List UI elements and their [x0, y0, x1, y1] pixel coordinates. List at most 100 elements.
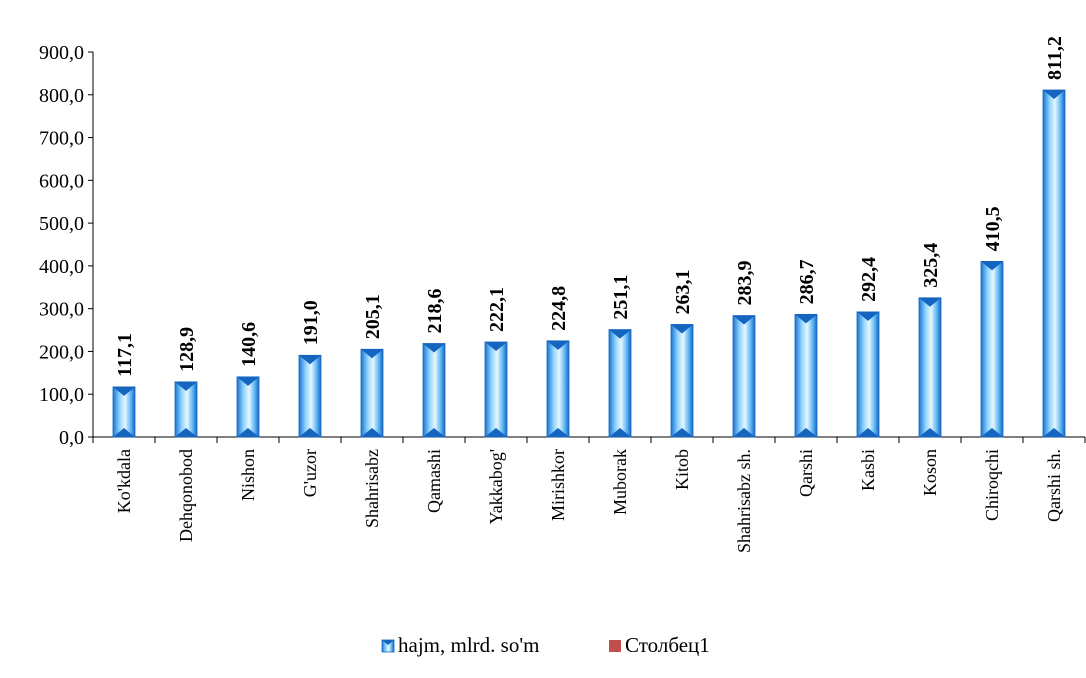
value-label: 283,9	[734, 261, 756, 306]
bar-top-cap	[1043, 89, 1065, 99]
y-tick-label: 200,0	[39, 341, 84, 363]
value-label: 410,5	[982, 206, 1004, 251]
bar-top-cap	[485, 341, 507, 351]
category-label: Muborak	[610, 449, 630, 515]
value-label: 811,2	[1044, 36, 1066, 80]
bar-top-cap	[857, 311, 879, 321]
bar-bottom-cap	[857, 428, 879, 437]
bar-body	[794, 313, 818, 438]
bar-body	[608, 329, 632, 438]
bar-top-cap	[609, 329, 631, 339]
y-tick-label: 700,0	[39, 128, 84, 150]
y-axis-ticks: 0,0 100,0 200,0 300,0 400,0 500,0 600,0 700,0 80…	[39, 42, 93, 449]
category-label: Kitob	[672, 449, 692, 490]
bar-body	[546, 340, 570, 438]
value-label: 224,8	[548, 286, 570, 331]
bar-bottom-cap	[485, 428, 507, 437]
bar	[484, 341, 508, 438]
bar-body	[298, 354, 322, 438]
bar	[174, 381, 198, 438]
bar	[794, 313, 818, 438]
bar-bottom-cap	[609, 428, 631, 437]
bar-bottom-cap	[113, 428, 135, 437]
bar-top-cap	[733, 315, 755, 325]
y-tick-label: 800,0	[39, 85, 84, 107]
bar-bottom-cap	[919, 428, 941, 437]
bar-body	[918, 297, 942, 438]
value-label: 292,4	[858, 257, 880, 302]
category-labels: Ko'kdala Dehqonobod Nishon G'uzor Shahrisabz…	[114, 449, 1064, 553]
value-label: 222,1	[486, 287, 508, 332]
value-labels: 117,1 128,9 140,6 191,0 205,1 218,6 222,1 224,8…	[114, 36, 1066, 377]
value-label: 251,1	[610, 275, 632, 320]
legend-entry: Столбец1	[609, 633, 710, 657]
bar-bottom-cap	[299, 428, 321, 437]
bar-top-cap	[113, 386, 135, 396]
bar-body	[1042, 89, 1066, 438]
bar-top-cap	[237, 376, 259, 386]
bar	[856, 311, 880, 438]
bar	[980, 260, 1004, 438]
category-label: Shahrisabz sh.	[734, 449, 754, 553]
bar-bottom-cap	[733, 428, 755, 437]
value-label: 191,0	[300, 300, 322, 345]
legend-entry: hajm, mlrd. so'm	[381, 633, 539, 657]
bar	[422, 343, 446, 438]
category-label: Chiroqchi	[982, 449, 1002, 521]
bar-body	[980, 260, 1004, 438]
bar-body	[422, 343, 446, 438]
bar	[546, 340, 570, 438]
value-label: 286,7	[796, 259, 818, 304]
category-label: Dehqonobod	[176, 449, 196, 542]
bar	[236, 376, 260, 438]
bar-top-cap	[361, 349, 383, 359]
bar-bottom-cap	[795, 428, 817, 437]
category-label: Koson	[920, 449, 940, 496]
bar-body	[670, 324, 694, 438]
bar-bottom-cap	[237, 428, 259, 437]
y-tick-label: 900,0	[39, 42, 84, 64]
bar	[918, 297, 942, 438]
y-tick-label: 100,0	[39, 384, 84, 406]
value-label: 140,6	[238, 322, 260, 367]
category-label: Qamashi	[424, 449, 444, 513]
legend: hajm, mlrd. so'm Столбец1	[381, 633, 710, 657]
bar-top-cap	[299, 355, 321, 365]
bar	[670, 324, 694, 438]
y-tick-label: 300,0	[39, 299, 84, 321]
bar-body	[236, 376, 260, 438]
value-label: 325,4	[920, 243, 942, 288]
bar	[112, 386, 136, 438]
bar	[1042, 89, 1066, 438]
value-label: 117,1	[114, 333, 136, 377]
y-tick-label: 0,0	[59, 427, 84, 449]
category-label: Kasbi	[858, 449, 878, 491]
bars	[112, 89, 1066, 438]
bar	[360, 348, 384, 438]
bar-bottom-cap	[175, 428, 197, 437]
bar	[732, 315, 756, 438]
category-label: Nishon	[238, 449, 258, 501]
bar-bottom-cap	[423, 428, 445, 437]
value-label: 263,1	[672, 269, 694, 314]
value-label: 128,9	[176, 327, 198, 372]
bar-top-cap	[795, 314, 817, 324]
bar-top-cap	[671, 324, 693, 334]
value-label: 218,6	[424, 288, 446, 333]
bar-body	[484, 341, 508, 438]
bar-top-cap	[423, 343, 445, 353]
y-tick-label: 500,0	[39, 213, 84, 235]
category-label: Shahrisabz	[362, 449, 382, 528]
category-label: Yakkabog'	[486, 449, 506, 524]
legend-label: Столбец1	[625, 633, 710, 657]
bar-body	[732, 315, 756, 438]
legend-swatch-mark	[382, 640, 394, 645]
bar-bottom-cap	[981, 428, 1003, 437]
value-label: 205,1	[362, 294, 384, 339]
bar-top-cap	[175, 381, 197, 391]
bar-bottom-cap	[671, 428, 693, 437]
category-label: Qarshi sh.	[1044, 449, 1064, 522]
legend-label: hajm, mlrd. so'm	[398, 633, 539, 657]
bar-top-cap	[981, 261, 1003, 271]
